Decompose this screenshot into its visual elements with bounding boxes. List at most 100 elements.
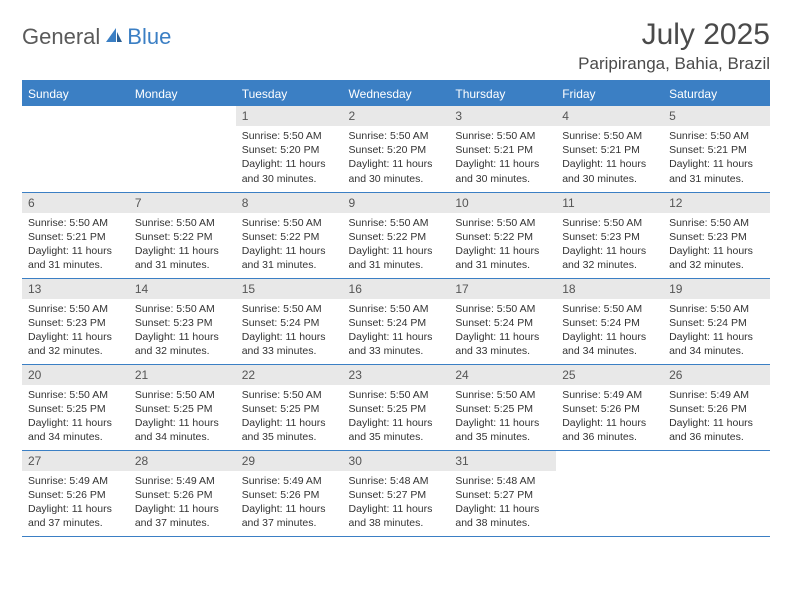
day-body: Sunrise: 5:50 AMSunset: 5:22 PMDaylight:… [236,213,343,277]
day-body: Sunrise: 5:49 AMSunset: 5:26 PMDaylight:… [663,385,770,449]
daylight-text: Daylight: 11 hours and 35 minutes. [349,416,444,444]
sunset-text: Sunset: 5:23 PM [562,230,657,244]
day-body: Sunrise: 5:50 AMSunset: 5:23 PMDaylight:… [129,299,236,363]
sunrise-text: Sunrise: 5:50 AM [135,216,230,230]
sunrise-text: Sunrise: 5:50 AM [349,129,444,143]
sunrise-text: Sunrise: 5:49 AM [242,474,337,488]
sunrise-text: Sunrise: 5:50 AM [669,129,764,143]
day-number: 14 [129,279,236,299]
calendar-cell: 14Sunrise: 5:50 AMSunset: 5:23 PMDayligh… [129,278,236,364]
day-number: 2 [343,106,450,126]
sunrise-text: Sunrise: 5:50 AM [562,129,657,143]
calendar-cell: 16Sunrise: 5:50 AMSunset: 5:24 PMDayligh… [343,278,450,364]
calendar-cell: 23Sunrise: 5:50 AMSunset: 5:25 PMDayligh… [343,364,450,450]
sunrise-text: Sunrise: 5:50 AM [455,302,550,316]
day-number: 26 [663,365,770,385]
daylight-text: Daylight: 11 hours and 30 minutes. [455,157,550,185]
day-body: Sunrise: 5:50 AMSunset: 5:24 PMDaylight:… [556,299,663,363]
day-number: 22 [236,365,343,385]
weekday-header: Tuesday [236,81,343,106]
calendar-cell: 10Sunrise: 5:50 AMSunset: 5:22 PMDayligh… [449,192,556,278]
sunset-text: Sunset: 5:21 PM [562,143,657,157]
daylight-text: Daylight: 11 hours and 37 minutes. [242,502,337,530]
sunset-text: Sunset: 5:26 PM [562,402,657,416]
day-body: Sunrise: 5:50 AMSunset: 5:20 PMDaylight:… [236,126,343,190]
day-body: Sunrise: 5:50 AMSunset: 5:24 PMDaylight:… [663,299,770,363]
sunset-text: Sunset: 5:24 PM [455,316,550,330]
sunset-text: Sunset: 5:24 PM [349,316,444,330]
calendar-week-row: 1Sunrise: 5:50 AMSunset: 5:20 PMDaylight… [22,106,770,192]
daylight-text: Daylight: 11 hours and 34 minutes. [669,330,764,358]
sunset-text: Sunset: 5:24 PM [242,316,337,330]
sunset-text: Sunset: 5:20 PM [349,143,444,157]
sunrise-text: Sunrise: 5:49 AM [135,474,230,488]
day-number: 13 [22,279,129,299]
weekday-row: Sunday Monday Tuesday Wednesday Thursday… [22,81,770,106]
day-body: Sunrise: 5:50 AMSunset: 5:22 PMDaylight:… [343,213,450,277]
day-body: Sunrise: 5:50 AMSunset: 5:24 PMDaylight:… [343,299,450,363]
sunset-text: Sunset: 5:25 PM [242,402,337,416]
sunset-text: Sunset: 5:23 PM [135,316,230,330]
calendar-cell [663,450,770,536]
sunrise-text: Sunrise: 5:50 AM [349,302,444,316]
day-number: 10 [449,193,556,213]
day-body: Sunrise: 5:49 AMSunset: 5:26 PMDaylight:… [22,471,129,535]
sunset-text: Sunset: 5:26 PM [242,488,337,502]
daylight-text: Daylight: 11 hours and 31 minutes. [135,244,230,272]
day-number: 27 [22,451,129,471]
day-body: Sunrise: 5:50 AMSunset: 5:22 PMDaylight:… [449,213,556,277]
calendar-cell: 20Sunrise: 5:50 AMSunset: 5:25 PMDayligh… [22,364,129,450]
day-number: 24 [449,365,556,385]
calendar-week-row: 13Sunrise: 5:50 AMSunset: 5:23 PMDayligh… [22,278,770,364]
sunset-text: Sunset: 5:25 PM [28,402,123,416]
daylight-text: Daylight: 11 hours and 38 minutes. [455,502,550,530]
sunset-text: Sunset: 5:22 PM [455,230,550,244]
sunset-text: Sunset: 5:21 PM [28,230,123,244]
sunrise-text: Sunrise: 5:50 AM [455,216,550,230]
day-body: Sunrise: 5:49 AMSunset: 5:26 PMDaylight:… [236,471,343,535]
day-body: Sunrise: 5:50 AMSunset: 5:21 PMDaylight:… [449,126,556,190]
title-block: July 2025 Paripiranga, Bahia, Brazil [578,18,770,74]
logo-text-blue: Blue [127,24,171,50]
calendar-cell: 11Sunrise: 5:50 AMSunset: 5:23 PMDayligh… [556,192,663,278]
sunset-text: Sunset: 5:24 PM [669,316,764,330]
page-title: July 2025 [578,18,770,52]
daylight-text: Daylight: 11 hours and 34 minutes. [562,330,657,358]
day-body: Sunrise: 5:50 AMSunset: 5:25 PMDaylight:… [343,385,450,449]
sunrise-text: Sunrise: 5:50 AM [349,216,444,230]
calendar-cell [129,106,236,192]
calendar-cell: 25Sunrise: 5:49 AMSunset: 5:26 PMDayligh… [556,364,663,450]
day-body: Sunrise: 5:49 AMSunset: 5:26 PMDaylight:… [556,385,663,449]
weekday-header: Sunday [22,81,129,106]
calendar-cell: 21Sunrise: 5:50 AMSunset: 5:25 PMDayligh… [129,364,236,450]
day-body: Sunrise: 5:50 AMSunset: 5:25 PMDaylight:… [129,385,236,449]
sunrise-text: Sunrise: 5:48 AM [455,474,550,488]
day-number: 3 [449,106,556,126]
day-number: 12 [663,193,770,213]
day-number: 28 [129,451,236,471]
weekday-header: Wednesday [343,81,450,106]
day-body: Sunrise: 5:50 AMSunset: 5:22 PMDaylight:… [129,213,236,277]
daylight-text: Daylight: 11 hours and 35 minutes. [455,416,550,444]
daylight-text: Daylight: 11 hours and 30 minutes. [242,157,337,185]
calendar-cell: 31Sunrise: 5:48 AMSunset: 5:27 PMDayligh… [449,450,556,536]
day-number: 9 [343,193,450,213]
day-number: 23 [343,365,450,385]
day-body: Sunrise: 5:50 AMSunset: 5:21 PMDaylight:… [556,126,663,190]
calendar-cell: 18Sunrise: 5:50 AMSunset: 5:24 PMDayligh… [556,278,663,364]
sunrise-text: Sunrise: 5:50 AM [242,388,337,402]
calendar-cell: 12Sunrise: 5:50 AMSunset: 5:23 PMDayligh… [663,192,770,278]
sunrise-text: Sunrise: 5:50 AM [669,302,764,316]
sunset-text: Sunset: 5:26 PM [28,488,123,502]
sunrise-text: Sunrise: 5:50 AM [28,302,123,316]
daylight-text: Daylight: 11 hours and 32 minutes. [135,330,230,358]
sunrise-text: Sunrise: 5:50 AM [562,216,657,230]
day-number: 11 [556,193,663,213]
sunset-text: Sunset: 5:26 PM [669,402,764,416]
sunset-text: Sunset: 5:22 PM [242,230,337,244]
calendar-cell: 1Sunrise: 5:50 AMSunset: 5:20 PMDaylight… [236,106,343,192]
daylight-text: Daylight: 11 hours and 33 minutes. [455,330,550,358]
calendar-cell: 4Sunrise: 5:50 AMSunset: 5:21 PMDaylight… [556,106,663,192]
daylight-text: Daylight: 11 hours and 30 minutes. [349,157,444,185]
sunrise-text: Sunrise: 5:50 AM [455,129,550,143]
